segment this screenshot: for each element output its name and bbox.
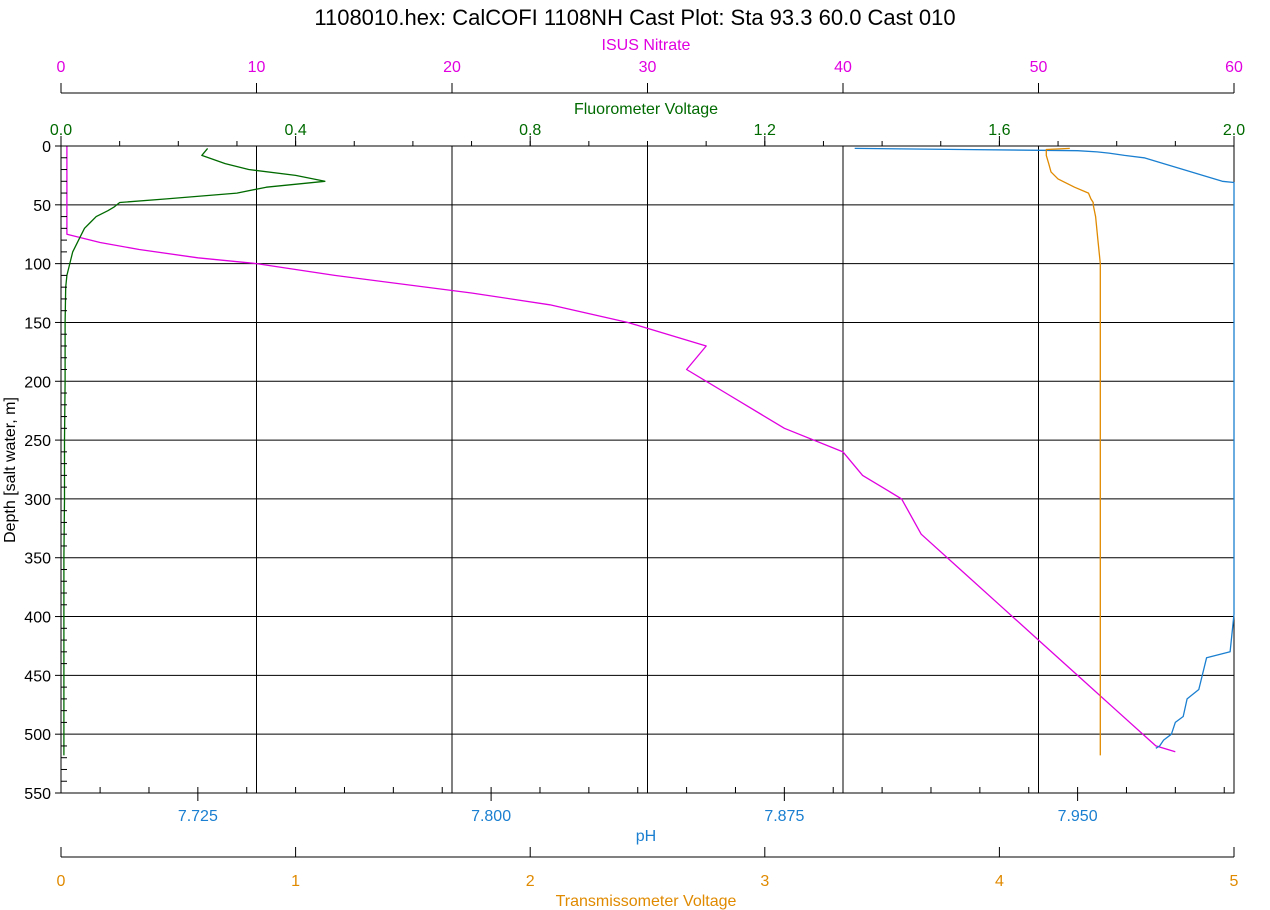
y-tick-label: 500 — [24, 727, 51, 744]
plot-grid — [60, 145, 1235, 794]
nitrate-tick-label: 10 — [248, 59, 266, 76]
y-tick-label: 50 — [33, 198, 51, 215]
y-tick-label: 100 — [24, 257, 51, 274]
transmissometer-tick-label: 2 — [526, 873, 535, 890]
transmissometer-tick-label: 1 — [291, 873, 300, 890]
nitrate-tick-label: 20 — [443, 59, 461, 76]
chart-title: 1108010.hex: CalCOFI 1108NH Cast Plot: S… — [314, 5, 955, 30]
fluorometer-tick-label: 2.0 — [1223, 122, 1245, 139]
nitrate-axis-label: ISUS Nitrate — [602, 37, 691, 54]
ph-tick-label: 7.800 — [471, 808, 511, 825]
y-tick-label: 400 — [24, 610, 51, 627]
ph-series-line — [854, 147, 1235, 749]
ph-tick-label: 7.875 — [764, 808, 804, 825]
fluorometer-tick-label: 0.4 — [284, 122, 306, 139]
y-tick-label: 0 — [42, 139, 51, 156]
transmissometer-series-line — [1045, 147, 1101, 756]
fluorometer-tick-label: 1.6 — [988, 122, 1010, 139]
nitrate-tick-label: 30 — [639, 59, 657, 76]
ph-tick-label: 7.725 — [178, 808, 218, 825]
depth-axis-label: Depth [salt water, m] — [2, 397, 19, 543]
y-tick-label: 200 — [24, 374, 51, 391]
nitrate-tick-label: 40 — [834, 59, 852, 76]
transmissometer-tick-label: 5 — [1230, 873, 1239, 890]
transmissometer-tick-label: 4 — [995, 873, 1004, 890]
fluorometer-axis-label: Fluorometer Voltage — [574, 101, 718, 118]
ph-tick-label: 7.950 — [1058, 808, 1098, 825]
nitrate-tick-label: 0 — [57, 59, 66, 76]
transmissometer-tick-label: 0 — [57, 873, 66, 890]
nitrate-series-line — [66, 146, 1176, 753]
y-tick-label: 250 — [24, 433, 51, 450]
fluorometer-series-line — [63, 147, 326, 756]
transmissometer-tick-label: 3 — [760, 873, 769, 890]
fluorometer-tick-label: 0.0 — [50, 122, 72, 139]
data-series — [63, 146, 1235, 756]
y-tick-label: 150 — [24, 315, 51, 332]
y-tick-label: 550 — [24, 786, 51, 803]
transmissometer-axis-label: Transmissometer Voltage — [556, 893, 737, 910]
y-tick-label: 350 — [24, 551, 51, 568]
nitrate-tick-label: 60 — [1225, 59, 1243, 76]
nitrate-tick-label: 50 — [1030, 59, 1048, 76]
y-tick-label: 450 — [24, 668, 51, 685]
y-tick-label: 300 — [24, 492, 51, 509]
fluorometer-tick-label: 0.8 — [519, 122, 541, 139]
fluorometer-tick-label: 1.2 — [754, 122, 776, 139]
ph-axis-label: pH — [636, 828, 656, 845]
